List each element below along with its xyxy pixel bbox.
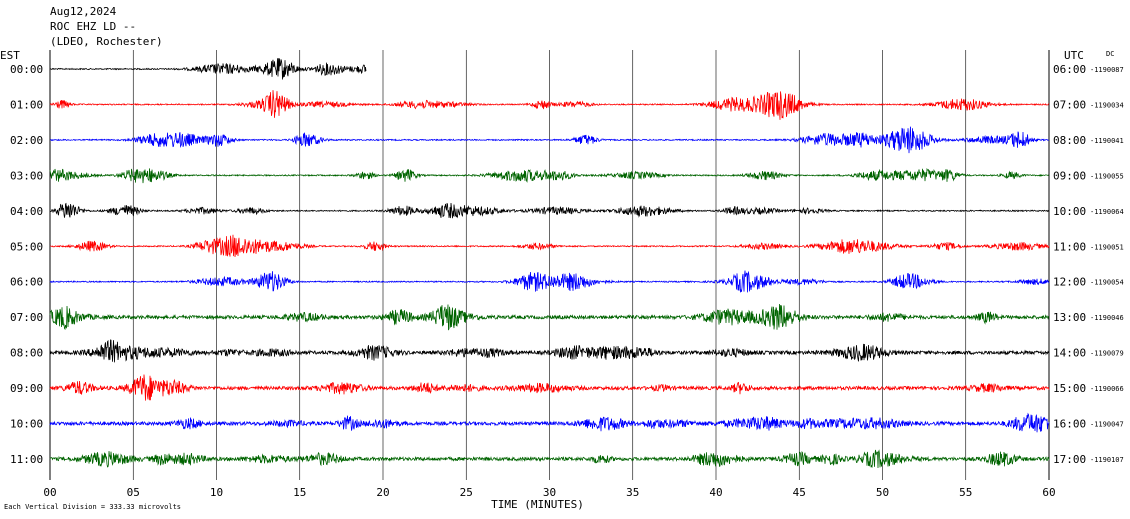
utc-label: 11:00	[1053, 240, 1086, 253]
trace-0200	[49, 126, 1050, 154]
x-tick-label: 60	[1042, 486, 1055, 499]
est-label: 03:00	[10, 169, 43, 182]
trace-0800	[49, 339, 1050, 363]
dc-value: -1190046	[1090, 314, 1124, 322]
dc-value: -1190066	[1090, 385, 1124, 393]
trace-1100	[49, 449, 1050, 469]
x-tick-label: 45	[793, 486, 806, 499]
x-tick-label: 35	[626, 486, 639, 499]
x-tick-label: 50	[876, 486, 889, 499]
trace-0900	[49, 374, 1050, 401]
traces	[49, 58, 1050, 469]
x-tick-label: 15	[293, 486, 306, 499]
utc-label: 16:00	[1053, 418, 1086, 431]
x-axis-title: TIME (MINUTES)	[491, 498, 584, 511]
est-label: 08:00	[10, 347, 43, 360]
est-label: 11:00	[10, 453, 43, 466]
utc-label: 15:00	[1053, 382, 1086, 395]
dc-value: -1190087	[1090, 66, 1124, 74]
gridlines	[49, 50, 1050, 480]
est-label: 07:00	[10, 311, 43, 324]
dc-value: -1190041	[1090, 137, 1124, 145]
x-tick-label: 05	[127, 486, 140, 499]
utc-label: 06:00	[1053, 63, 1086, 76]
x-tick-label: 20	[376, 486, 389, 499]
trace-0400	[49, 202, 1050, 219]
trace-0600	[49, 270, 1050, 293]
dc-value: -1190054	[1090, 279, 1124, 287]
x-tick-label: 00	[43, 486, 56, 499]
trace-0100	[49, 90, 1050, 120]
dc-value: -1190047	[1090, 421, 1124, 429]
trace-0300	[49, 167, 1050, 184]
est-label: 01:00	[10, 98, 43, 111]
est-label: 04:00	[10, 205, 43, 218]
trace-1000	[49, 412, 1050, 433]
dc-label: DC	[1106, 50, 1114, 58]
dc-value: -1190034	[1090, 101, 1124, 109]
header-date: Aug12,2024	[50, 5, 117, 18]
est-label: 10:00	[10, 418, 43, 431]
utc-label: 17:00	[1053, 453, 1086, 466]
est-axis-label: EST	[0, 49, 20, 62]
header-network: (LDEO, Rochester)	[50, 35, 163, 48]
dc-value: -1190079	[1090, 350, 1124, 358]
dc-value: -1190051	[1090, 243, 1124, 251]
trace-0700	[49, 303, 1050, 331]
utc-label: 08:00	[1053, 134, 1086, 147]
x-tick-label: 55	[959, 486, 972, 499]
dc-value: -1190064	[1090, 208, 1124, 216]
trace-0000	[49, 58, 367, 80]
utc-label: 07:00	[1053, 98, 1086, 111]
x-tick-label: 30	[543, 486, 556, 499]
est-label: 09:00	[10, 382, 43, 395]
utc-label: 10:00	[1053, 205, 1086, 218]
scale-note: Each Vertical Division = 333.33 microvol…	[4, 503, 181, 511]
est-label: 00:00	[10, 63, 43, 76]
dc-value: -1190055	[1090, 172, 1124, 180]
x-tick-label: 40	[709, 486, 722, 499]
utc-label: 09:00	[1053, 169, 1086, 182]
utc-label: 14:00	[1053, 347, 1086, 360]
est-label: 06:00	[10, 276, 43, 289]
est-label: 05:00	[10, 240, 43, 253]
trace-0500	[49, 234, 1050, 258]
utc-axis-label: UTC	[1064, 49, 1084, 62]
dc-value: -1190107	[1090, 456, 1124, 464]
header-station: ROC EHZ LD --	[50, 20, 137, 33]
labels: 00:00 06:00 -1190087 01:00 07:00 -1190034 02:0…	[0, 49, 1124, 511]
utc-label: 12:00	[1053, 276, 1086, 289]
est-label: 02:00	[10, 134, 43, 147]
utc-label: 13:00	[1053, 311, 1086, 324]
x-tick-label: 10	[210, 486, 223, 499]
x-tick-label: 25	[460, 486, 473, 499]
